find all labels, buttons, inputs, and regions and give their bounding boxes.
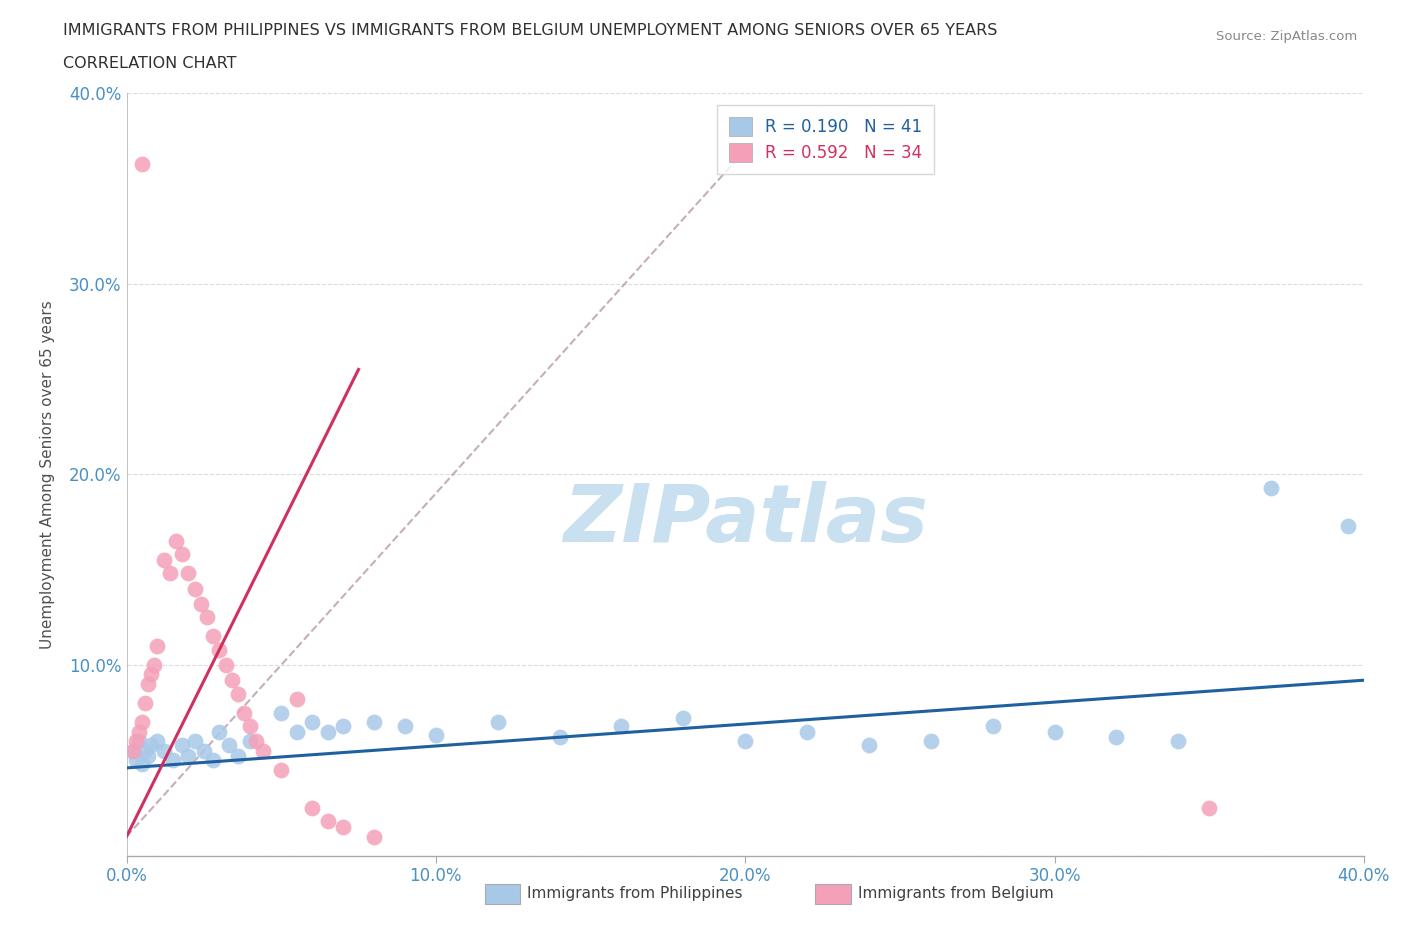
- Legend: R = 0.190   N = 41, R = 0.592   N = 34: R = 0.190 N = 41, R = 0.592 N = 34: [717, 105, 934, 174]
- Point: [1167, 734, 1189, 749]
- Point: [221, 672, 243, 687]
- Point: [134, 743, 156, 758]
- Text: ZIPatlas: ZIPatlas: [562, 481, 928, 559]
- Point: [121, 743, 143, 758]
- Point: [425, 728, 447, 743]
- Y-axis label: Unemployment Among Seniors over 65 years: Unemployment Among Seniors over 65 years: [41, 300, 55, 649]
- Point: [301, 801, 323, 816]
- Point: [190, 596, 212, 611]
- Point: [672, 711, 695, 725]
- Point: [134, 696, 156, 711]
- Text: Immigrants from Belgium: Immigrants from Belgium: [858, 886, 1053, 901]
- Point: [141, 737, 163, 752]
- Point: [177, 749, 200, 764]
- Point: [486, 714, 509, 729]
- Point: [141, 667, 163, 682]
- Point: [239, 719, 262, 734]
- Point: [920, 734, 942, 749]
- Point: [363, 714, 385, 729]
- Point: [332, 719, 354, 734]
- Point: [193, 743, 215, 758]
- Point: [125, 753, 148, 768]
- Point: [610, 719, 633, 734]
- Point: [301, 714, 323, 729]
- Point: [202, 629, 225, 644]
- Text: IMMIGRANTS FROM PHILIPPINES VS IMMIGRANTS FROM BELGIUM UNEMPLOYMENT AMONG SENIOR: IMMIGRANTS FROM PHILIPPINES VS IMMIGRANT…: [63, 23, 998, 38]
- Point: [1260, 480, 1282, 495]
- Point: [226, 686, 249, 701]
- Point: [128, 724, 150, 739]
- Point: [548, 730, 571, 745]
- Point: [183, 734, 205, 749]
- Point: [159, 566, 181, 581]
- Point: [131, 714, 153, 729]
- Point: [162, 753, 184, 768]
- Text: Source: ZipAtlas.com: Source: ZipAtlas.com: [1216, 30, 1357, 43]
- Point: [394, 719, 416, 734]
- Point: [152, 743, 174, 758]
- Point: [734, 734, 756, 749]
- Point: [1105, 730, 1128, 745]
- Point: [226, 749, 249, 764]
- Point: [146, 734, 169, 749]
- Point: [252, 743, 274, 758]
- Point: [796, 724, 818, 739]
- Point: [316, 724, 339, 739]
- Point: [1198, 801, 1220, 816]
- Point: [363, 830, 385, 844]
- Point: [332, 819, 354, 834]
- Point: [131, 757, 153, 772]
- Point: [981, 719, 1004, 734]
- Point: [316, 814, 339, 829]
- Point: [214, 658, 236, 672]
- Point: [858, 737, 880, 752]
- Point: [239, 734, 262, 749]
- Point: [146, 639, 169, 654]
- Point: [208, 643, 231, 658]
- Point: [1043, 724, 1066, 739]
- Point: [136, 677, 159, 692]
- Point: [202, 753, 225, 768]
- Point: [270, 705, 292, 720]
- Point: [165, 534, 187, 549]
- Point: [208, 724, 231, 739]
- Point: [270, 763, 292, 777]
- Point: [125, 734, 148, 749]
- Point: [136, 749, 159, 764]
- Point: [195, 610, 218, 625]
- Point: [131, 156, 153, 171]
- Point: [121, 743, 143, 758]
- Text: CORRELATION CHART: CORRELATION CHART: [63, 56, 236, 71]
- Point: [172, 547, 194, 562]
- Point: [233, 705, 256, 720]
- Point: [143, 658, 166, 672]
- Point: [285, 724, 308, 739]
- Point: [172, 737, 194, 752]
- Point: [128, 734, 150, 749]
- Point: [152, 552, 174, 567]
- Text: Immigrants from Philippines: Immigrants from Philippines: [527, 886, 742, 901]
- Point: [177, 566, 200, 581]
- Point: [285, 692, 308, 707]
- Point: [218, 737, 240, 752]
- Point: [1337, 518, 1360, 533]
- Point: [183, 581, 205, 596]
- Point: [245, 734, 267, 749]
